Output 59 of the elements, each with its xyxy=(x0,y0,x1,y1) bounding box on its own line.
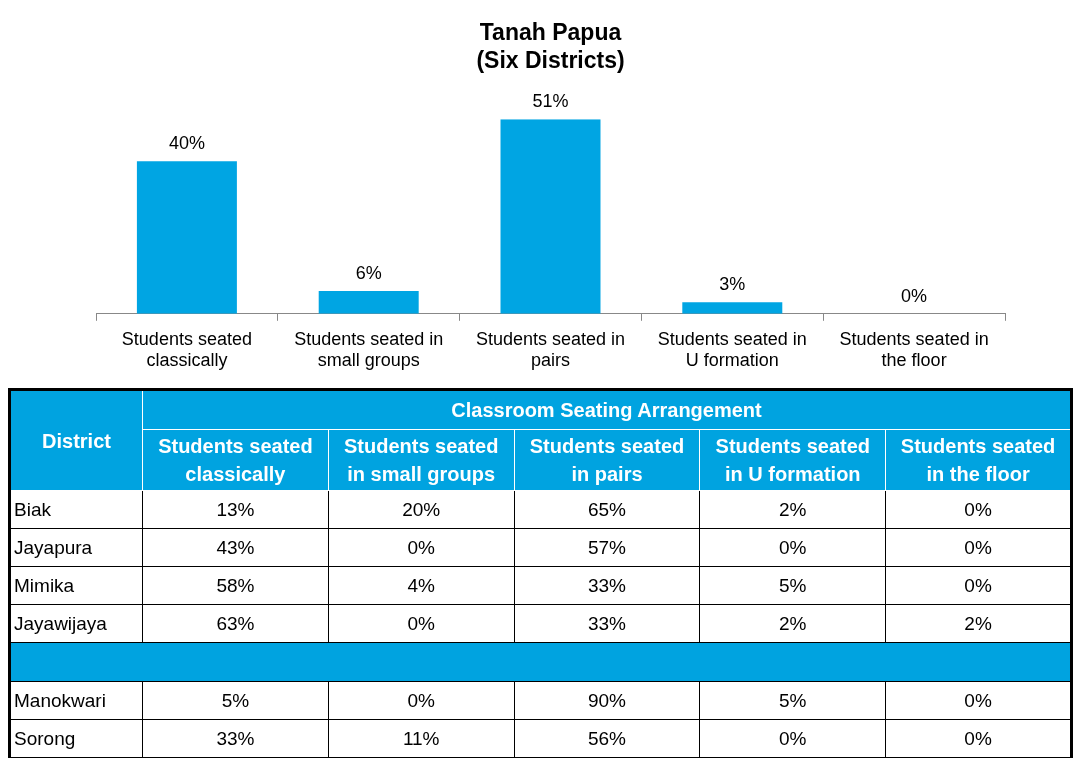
data-label: 0% xyxy=(328,604,515,643)
data-label: 33% xyxy=(514,566,700,605)
data-label: 20% xyxy=(328,490,515,529)
data-label: 5% xyxy=(699,681,886,720)
bar xyxy=(318,290,419,314)
data-label: 0% xyxy=(885,681,1072,720)
y-axis-title: District xyxy=(9,389,143,491)
data-label: 3% xyxy=(719,274,746,295)
y-tick-label: Jayawijaya xyxy=(9,604,143,643)
data-label: 0% xyxy=(328,528,515,567)
x-tick-label: Students seated in the floor xyxy=(885,429,1072,491)
x-tick-label: Students seated in U formation xyxy=(657,328,807,371)
chart-title: Classroom Seating Arrangement xyxy=(142,389,1072,430)
data-label: 13% xyxy=(142,490,329,529)
data-label: 43% xyxy=(142,528,329,567)
bar xyxy=(500,119,601,314)
data-label: 56% xyxy=(514,719,700,758)
y-tick-label: Biak xyxy=(9,490,143,529)
x-tick-label: Students seated in the floor xyxy=(839,328,989,371)
data-label: 33% xyxy=(142,719,329,758)
data-label: 5% xyxy=(142,681,329,720)
data-label: 51% xyxy=(532,91,569,112)
bar xyxy=(136,161,237,314)
data-label: 63% xyxy=(142,604,329,643)
data-label: 40% xyxy=(168,133,205,154)
x-tick-label: Students seated in small groups xyxy=(328,429,515,491)
x-tick-label: Students seated in pairs xyxy=(475,328,626,371)
x-tick-label: Students seated in pairs xyxy=(514,429,700,491)
data-label: 2% xyxy=(699,490,886,529)
x-tick-label: Students seated classically xyxy=(142,429,329,491)
chart-subtitle: (Six Districts) xyxy=(476,46,625,73)
x-tick-label: Students seated in small groups xyxy=(294,328,444,371)
data-label: 33% xyxy=(514,604,700,643)
data-label: 2% xyxy=(699,604,886,643)
data-label: 11% xyxy=(328,719,515,758)
bar xyxy=(682,302,783,314)
y-tick-label: Jayapura xyxy=(9,528,143,567)
y-tick-label: Mimika xyxy=(9,566,143,605)
y-tick-label: Sorong xyxy=(9,719,143,758)
data-label: 65% xyxy=(514,490,700,529)
data-label: 0% xyxy=(328,681,515,720)
x-tick-label: Students seated classically xyxy=(121,328,252,371)
x-tick-label: Students seated in U formation xyxy=(699,429,886,491)
data-label: 0% xyxy=(901,285,928,306)
data-label: 0% xyxy=(885,490,1072,529)
y-tick-label: Manokwari xyxy=(9,681,143,720)
data-label: 4% xyxy=(328,566,515,605)
data-label: 0% xyxy=(885,566,1072,605)
data-label: 0% xyxy=(699,528,886,567)
data-label: 0% xyxy=(885,719,1072,758)
data-label: 58% xyxy=(142,566,329,605)
chart-title: Tanah Papua xyxy=(479,19,622,46)
data-label: 2% xyxy=(885,604,1072,643)
data-label: 0% xyxy=(885,528,1072,567)
data-label: 6% xyxy=(355,262,382,283)
data-label: 57% xyxy=(514,528,700,567)
data-label: 0% xyxy=(699,719,886,758)
data-label: 5% xyxy=(699,566,886,605)
data-label: 90% xyxy=(514,681,700,720)
